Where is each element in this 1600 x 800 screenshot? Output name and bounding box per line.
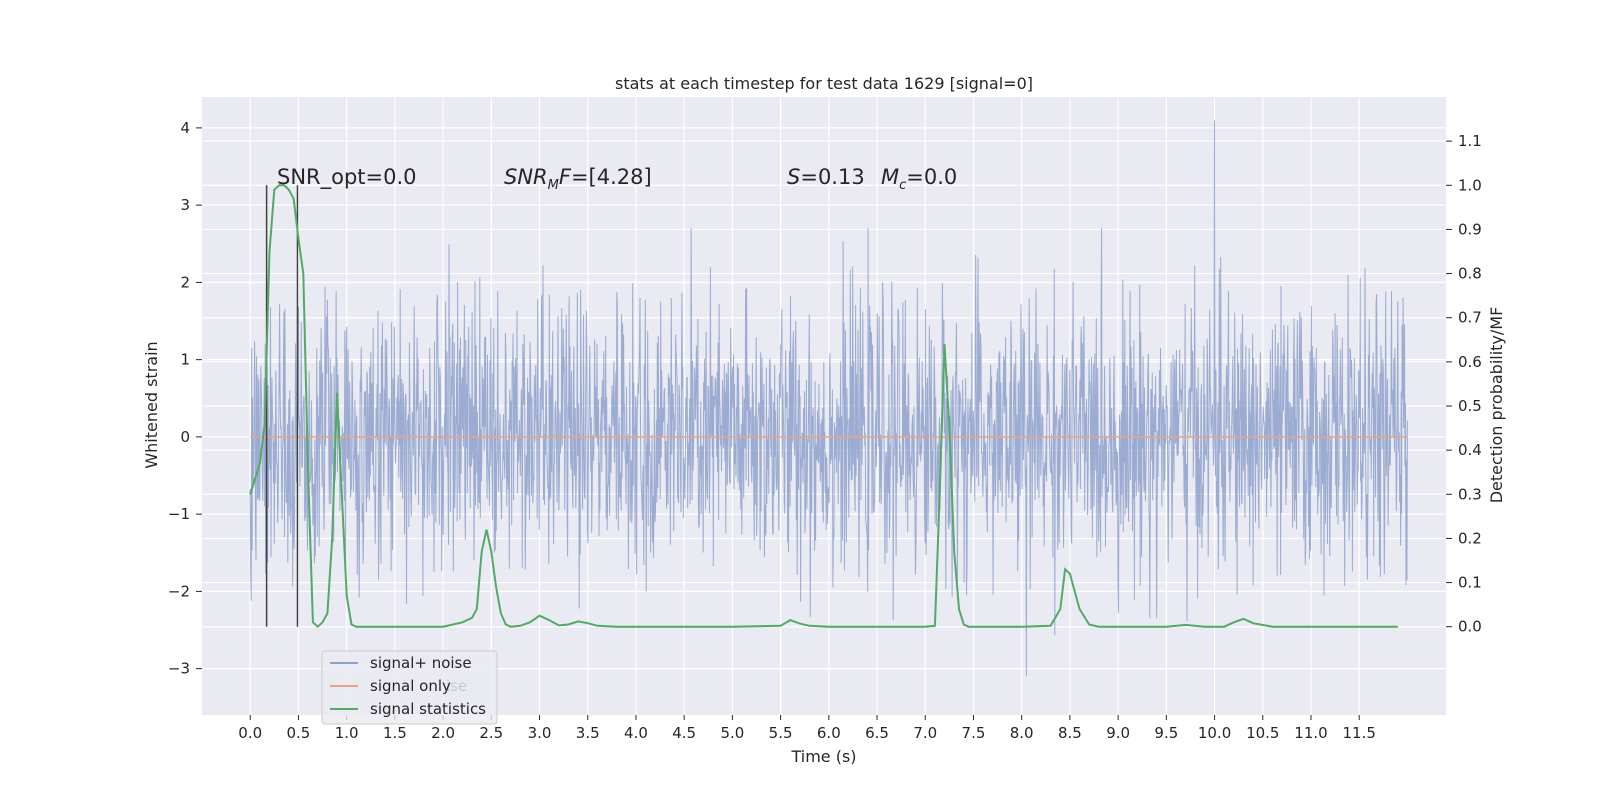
y-right-tick-label: 0.4 bbox=[1458, 441, 1482, 459]
y-right-tick-label: 1.1 bbox=[1458, 132, 1482, 150]
annotation-mc: Mc=0.0 bbox=[881, 165, 957, 193]
x-tick-label: 2.5 bbox=[479, 724, 503, 742]
x-tick-label: 8.5 bbox=[1058, 724, 1082, 742]
y-right-axis-label: Detection probability/MF bbox=[1487, 307, 1506, 504]
legend: ise signal+ noise signal only signal sta… bbox=[321, 650, 498, 725]
y-right-tick-label: 0.9 bbox=[1458, 220, 1482, 238]
x-tick-label: 4.5 bbox=[672, 724, 696, 742]
x-tick-label: 1.5 bbox=[383, 724, 407, 742]
chart-title: stats at each timestep for test data 162… bbox=[615, 74, 1033, 93]
legend-label-signal-noise: signal+ noise bbox=[370, 654, 472, 672]
y-right-tick-label: 0.7 bbox=[1458, 309, 1482, 327]
legend-box bbox=[321, 650, 498, 725]
y-right-tick-label: 0.1 bbox=[1458, 574, 1482, 592]
x-tick-label: 7.5 bbox=[962, 724, 986, 742]
x-tick-label: 5.0 bbox=[720, 724, 744, 742]
y-left-tick-label: 1 bbox=[180, 351, 190, 369]
x-axis-ticks: 0.0 0.5 1.0 1.5 2.0 2.5 3.0 3.5 4.0 4.5 5.0 5.5 6.0 6… bbox=[238, 715, 1376, 742]
legend-label-signal-only: signal only bbox=[370, 677, 451, 695]
x-tick-label: 0.0 bbox=[238, 724, 262, 742]
x-tick-label: 1.0 bbox=[335, 724, 359, 742]
grid bbox=[202, 97, 1446, 715]
legend-overlapped-text: ise bbox=[446, 677, 467, 695]
x-tick-label: 9.0 bbox=[1106, 724, 1130, 742]
annotation-mc-symbol: M bbox=[881, 165, 899, 189]
x-tick-label: 4.0 bbox=[624, 724, 648, 742]
series-line-signal-statistics bbox=[249, 184, 1398, 629]
annotation-mc-subscript: c bbox=[899, 178, 906, 193]
y-right-tick-label: 0.2 bbox=[1458, 529, 1482, 547]
y-right-tick-label: 0.6 bbox=[1458, 353, 1482, 371]
y-left-tick-label: 3 bbox=[180, 196, 190, 214]
y-left-tick-label: −2 bbox=[168, 582, 190, 600]
x-tick-label: 3.5 bbox=[576, 724, 600, 742]
x-tick-label: 6.5 bbox=[865, 724, 889, 742]
annotation-snr-mf-symbol: SNR bbox=[504, 165, 548, 189]
series-signal-statistics bbox=[249, 184, 1398, 629]
y-left-tick-label: 2 bbox=[180, 273, 190, 291]
annotation-snr-mf: SNRMF=[4.28] bbox=[504, 165, 652, 193]
annotation-snr-mf-subscript: M bbox=[548, 178, 559, 193]
x-tick-label: 2.0 bbox=[431, 724, 455, 742]
x-tick-label: 5.5 bbox=[769, 724, 793, 742]
x-tick-label: 3.0 bbox=[528, 724, 552, 742]
y-right-tick-label: 1.0 bbox=[1458, 176, 1482, 194]
y-left-axis-ticks: −3 −2 −1 0 1 2 3 4 bbox=[168, 119, 202, 678]
y-left-axis-label: Whitened strain bbox=[142, 341, 161, 468]
annotation-mc-value: =0.0 bbox=[906, 165, 957, 189]
x-tick-label: 10.5 bbox=[1246, 724, 1279, 742]
x-tick-label: 11.5 bbox=[1343, 724, 1376, 742]
annotation-s: S=0.13 bbox=[787, 165, 865, 189]
x-tick-label: 10.0 bbox=[1198, 724, 1231, 742]
x-axis-label: Time (s) bbox=[790, 747, 856, 766]
x-tick-label: 8.0 bbox=[1010, 724, 1034, 742]
x-tick-label: 0.5 bbox=[287, 724, 311, 742]
annotation-snr-opt: SNR_opt=0.0 bbox=[277, 165, 417, 190]
annotation-snr-mf-f: F bbox=[559, 165, 572, 189]
legend-label-signal-statistics: signal statistics bbox=[370, 700, 486, 718]
y-right-tick-label: 0.3 bbox=[1458, 485, 1482, 503]
x-tick-label: 6.0 bbox=[817, 724, 841, 742]
y-right-axis-ticks: 0.0 0.1 0.2 0.3 0.4 0.5 0.6 0.7 0.8 0.9 1.0 1.1 bbox=[1446, 132, 1482, 636]
series-line-signal-noise bbox=[249, 120, 1408, 677]
annotation-s-symbol: S bbox=[787, 165, 800, 189]
annotation-s-value: =0.13 bbox=[800, 165, 864, 189]
y-left-tick-label: −3 bbox=[168, 660, 190, 678]
y-right-tick-label: 0.5 bbox=[1458, 397, 1482, 415]
y-left-tick-label: 4 bbox=[180, 119, 190, 137]
y-right-tick-label: 0.0 bbox=[1458, 618, 1482, 636]
x-tick-label: 7.0 bbox=[913, 724, 937, 742]
y-left-tick-label: 0 bbox=[180, 428, 190, 446]
x-tick-label: 11.0 bbox=[1294, 724, 1327, 742]
y-left-tick-label: −1 bbox=[168, 505, 190, 523]
annotation-snr-mf-value: =[4.28] bbox=[571, 165, 652, 189]
series-signal-noise bbox=[249, 120, 1408, 677]
x-tick-label: 9.5 bbox=[1154, 724, 1178, 742]
vertical-markers bbox=[265, 185, 299, 627]
y-right-tick-label: 0.8 bbox=[1458, 265, 1482, 283]
